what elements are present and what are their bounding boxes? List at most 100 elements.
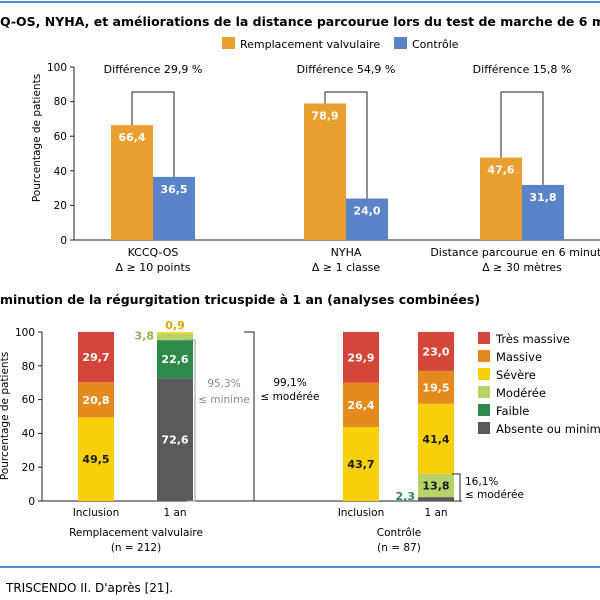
legend-swatch-controle <box>394 37 407 49</box>
data-label: 66,4 <box>118 131 145 144</box>
top-ytick-label: 60 <box>54 131 67 143</box>
bottom-chart-title: minution de la régurgitation tricuspide … <box>0 292 480 307</box>
legend-label-remplacement: Remplacement valvulaire <box>240 38 380 51</box>
bottom-ytick-label: 20 <box>22 462 35 474</box>
legend-label-moderee: Modérée <box>496 386 546 400</box>
bottom-bars: 49,5 20,8 29,7 72,6 22,6 3,8 0,9 43,7 26,4 29,9 2,… <box>78 319 454 503</box>
top-legend: Remplacement valvulaire Contrôle <box>222 37 459 51</box>
annotation-95-3-text: ≤ minime <box>198 394 250 406</box>
annotation-99-1-value: 99,1% <box>273 377 306 389</box>
annotation-16-1-value: 16,1% <box>465 476 498 488</box>
stacked-bar-segment <box>157 333 193 341</box>
segment-label: 43,7 <box>347 458 374 471</box>
stacked-bar-segment <box>157 340 193 379</box>
stacked-bar-segment <box>418 370 454 404</box>
stacked-bar-segment <box>418 473 454 498</box>
group-name-controle: Contrôle <box>377 527 421 539</box>
segment-label: 29,7 <box>82 351 109 364</box>
xtick-label: Inclusion <box>73 507 120 519</box>
category-sublabel: Δ ≥ 1 classe <box>312 261 381 274</box>
stacked-bar-segment <box>418 332 454 371</box>
difference-label: Différence 54,9 % <box>297 63 396 76</box>
legend-label-severe: Sévère <box>496 368 536 382</box>
legend-swatch-severe <box>478 368 490 380</box>
difference-label: Différence 29,9 % <box>104 63 203 76</box>
stacked-bar-segment <box>418 497 454 501</box>
segment-label: 29,9 <box>347 351 374 364</box>
top-ytick-label: 20 <box>54 200 67 212</box>
bottom-ytick-label: 40 <box>22 428 35 440</box>
category-label: NYHA <box>331 246 362 259</box>
legend-swatch-moderee <box>478 386 490 398</box>
legend-label-massive: Massive <box>496 350 542 364</box>
stacked-bar-segment <box>78 417 114 501</box>
stacked-bar-segment <box>343 427 379 501</box>
category-sublabel: Δ ≥ 10 points <box>115 261 190 274</box>
category-sublabel: Δ ≥ 30 mètres <box>482 261 562 274</box>
bar-remplacement <box>304 103 346 241</box>
data-label: 78,9 <box>311 110 338 123</box>
segment-label: 23,0 <box>422 345 449 358</box>
bottom-ytick-label: 0 <box>28 496 35 508</box>
category-label: KCCQ-OS <box>128 246 179 259</box>
difference-bracket <box>131 91 175 177</box>
legend-swatch-massive <box>478 350 490 362</box>
data-label: 47,6 <box>487 164 514 177</box>
difference-bracket <box>324 91 368 199</box>
segment-label: 19,5 <box>422 381 449 394</box>
xtick-label: Inclusion <box>338 507 385 519</box>
segment-label: 22,6 <box>161 353 188 366</box>
annotation-99-1-text: ≤ modérée <box>261 391 320 403</box>
top-ytick-label: 40 <box>54 166 67 178</box>
bottom-ytick-label: 80 <box>22 361 35 373</box>
legend-swatch-tres-massive <box>478 332 490 344</box>
top-ytick-label: 0 <box>60 235 67 247</box>
bracket-16-1 <box>452 473 461 502</box>
stacked-bar-segment <box>157 378 193 501</box>
bar-remplacement <box>111 125 153 240</box>
segment-label: 20,8 <box>82 394 109 407</box>
stacked-bar-segment <box>78 382 114 418</box>
annotation-95-3-value: 95,3% <box>207 378 240 390</box>
data-label: 24,0 <box>353 204 380 217</box>
segment-label: 49,5 <box>82 453 109 466</box>
segment-label: 72,6 <box>161 434 188 447</box>
bottom-y-axis-label: Pourcentage de patients <box>0 352 11 480</box>
stacked-bar-segment <box>343 332 379 383</box>
group-name-remplacement: Remplacement valvulaire <box>69 527 203 539</box>
bottom-legend: Très massive Massive Sévère Modérée Faib… <box>478 332 600 436</box>
segment-label: 41,4 <box>422 433 449 446</box>
segment-label: 0,9 <box>165 319 185 332</box>
group-n-controle: (n = 87) <box>377 542 421 554</box>
segment-label: 13,8 <box>422 479 449 492</box>
category-label: Distance parcourue en 6 minutes <box>430 246 600 259</box>
stacked-bar-segment <box>78 332 114 383</box>
segment-label: 3,8 <box>135 330 155 343</box>
data-label: 36,5 <box>160 183 187 196</box>
xtick-label: 1 an <box>163 507 186 519</box>
bottom-ytick-label: 60 <box>22 394 35 406</box>
stacked-bar-segment <box>418 403 454 474</box>
bracket-95-3 <box>185 339 196 502</box>
legend-label-absente: Absente ou minime <box>496 422 600 436</box>
legend-swatch-remplacement <box>222 37 235 49</box>
segment-label: 2,3 <box>396 490 416 503</box>
bar-controle <box>522 184 564 240</box>
legend-swatch-faible <box>478 404 490 416</box>
bracket-99-1 <box>244 331 255 502</box>
xtick-label: 1 an <box>424 507 447 519</box>
top-y-axis-label: Pourcentage de patients <box>31 74 43 202</box>
legend-label-tres-massive: Très massive <box>495 332 570 346</box>
bar-controle <box>346 198 388 240</box>
bottom-ytick-label: 100 <box>15 327 35 339</box>
group-n-remplacement: (n = 212) <box>111 542 161 554</box>
difference-bracket <box>500 91 544 185</box>
footer-source: TRISCENDO II. D'après [21]. <box>5 581 173 595</box>
top-chart-title: Q-OS, NYHA, et améliorations de la dista… <box>0 14 600 29</box>
top-bars: 66,4 36,5 Différence 29,9 % KCCQ-OS Δ ≥ 10 p… <box>104 63 600 274</box>
stacked-bar-segment <box>343 382 379 428</box>
legend-label-controle: Contrôle <box>412 38 459 51</box>
top-ytick-label: 80 <box>54 96 67 108</box>
segment-label: 26,4 <box>347 399 374 412</box>
legend-label-faible: Faible <box>496 404 529 418</box>
